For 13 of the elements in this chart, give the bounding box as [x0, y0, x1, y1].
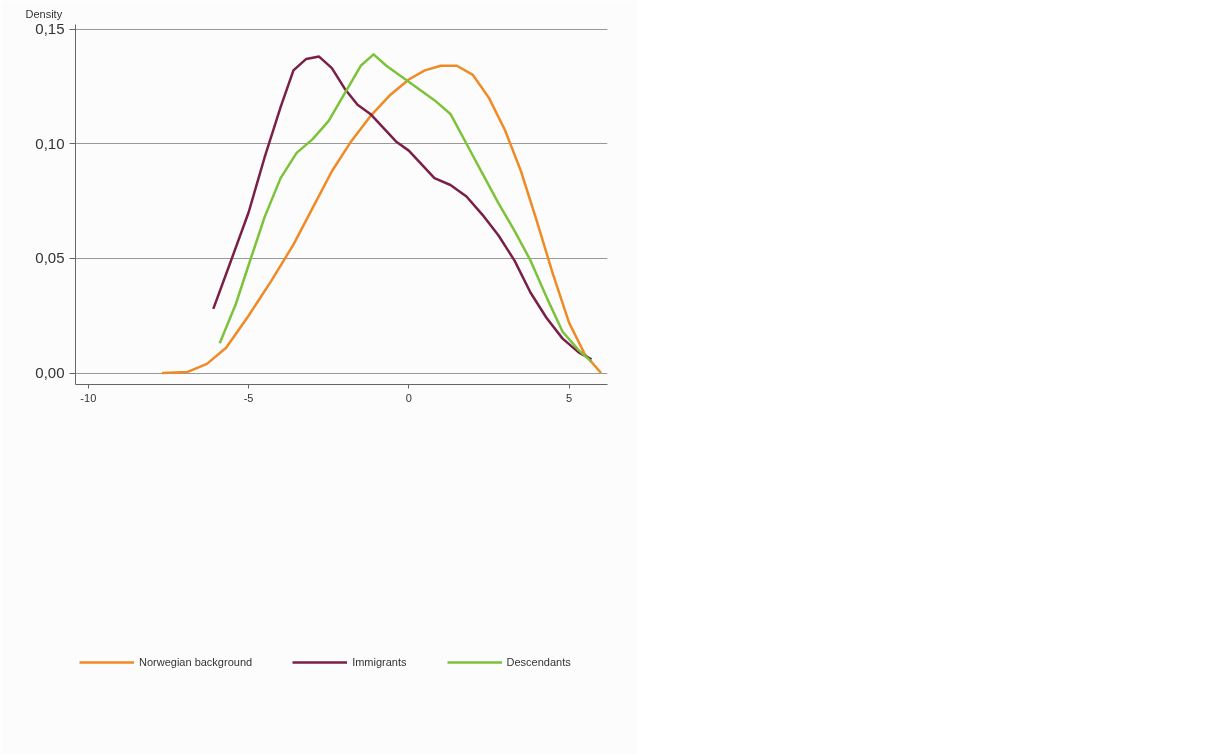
legend-label: Norwegian background — [139, 656, 253, 668]
line-series — [160, 64, 603, 375]
y-axis-title: Density — [25, 7, 63, 20]
legend-label: Descendants — [506, 656, 571, 668]
x-tick-label: -10 — [80, 391, 97, 404]
y-tick-label: 0,10 — [35, 134, 65, 152]
x-tick-label: 0 — [405, 391, 412, 404]
y-tick-label: 0,00 — [35, 364, 65, 382]
x-tick-label: 5 — [565, 391, 573, 404]
x-tick-label: -5 — [243, 391, 254, 404]
y-tick-label: 0,15 — [35, 20, 65, 38]
y-tick-label: 0,05 — [35, 249, 65, 267]
legend-label: Immigrants — [352, 656, 407, 668]
